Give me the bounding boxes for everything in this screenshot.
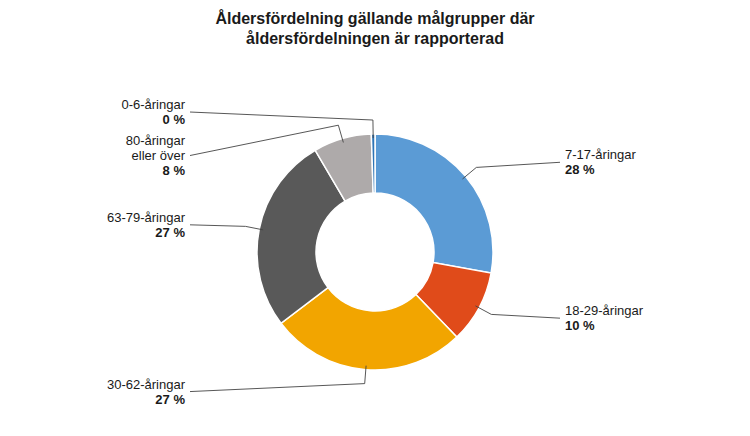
value-label: 27 % (155, 392, 185, 407)
leader-line (190, 112, 373, 138)
category-label: 0-6-åringar (121, 97, 185, 112)
leader-line (190, 366, 366, 392)
value-label: 0 % (163, 112, 186, 127)
category-label: 63-79-åringar (107, 210, 186, 225)
leader-line (475, 306, 560, 318)
leader-line (190, 125, 343, 155)
chart-svg: Åldersfördelning gällande målgrupper där… (0, 0, 750, 436)
leader-line (190, 225, 263, 230)
leader-line (463, 162, 560, 179)
category-label: 7-17-åringar (565, 147, 636, 162)
value-label: 27 % (155, 225, 185, 240)
value-label: 10 % (565, 318, 595, 333)
donut-slice (315, 134, 373, 201)
chart-container: Åldersfördelning gällande målgrupper där… (0, 0, 750, 436)
donut-slice (371, 134, 375, 193)
title: Åldersfördelning gällande målgrupper där… (215, 9, 534, 47)
category-label: 30-62-åringar (107, 377, 186, 392)
category-label: 80-åringareller över (126, 133, 186, 163)
donut-slice (375, 134, 493, 273)
value-label: 8 % (163, 163, 186, 178)
slices (257, 134, 493, 370)
labels: 7-17-åringar28 % 18-29-åringar10 % 30-62-å… (107, 97, 644, 407)
category-label: 18-29-åringar (565, 303, 644, 318)
value-label: 28 % (565, 162, 595, 177)
